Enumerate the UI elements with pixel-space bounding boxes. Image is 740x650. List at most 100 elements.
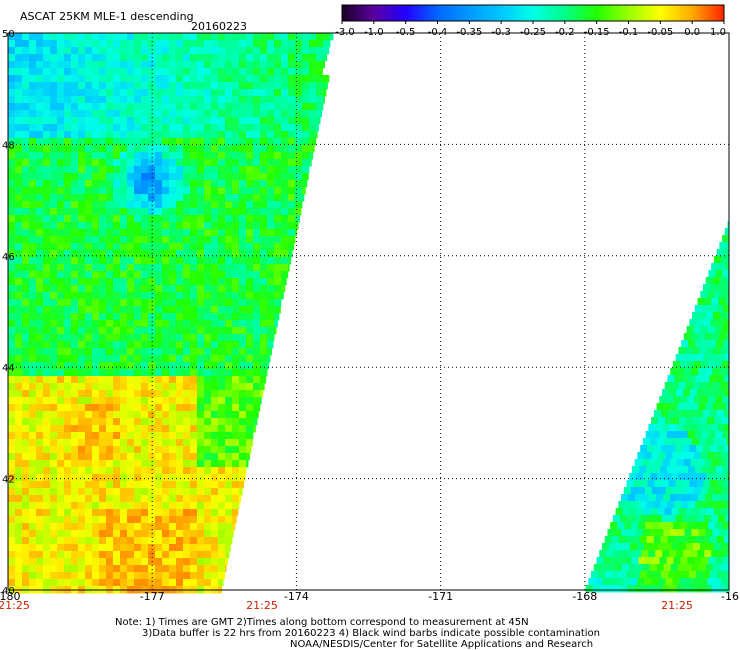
swath-pixel bbox=[106, 271, 114, 279]
swath-pixel bbox=[274, 131, 282, 139]
swath-pixel bbox=[155, 551, 163, 559]
swath-pixel bbox=[190, 257, 198, 265]
swath-pixel bbox=[697, 585, 705, 593]
swath-pixel bbox=[634, 459, 643, 467]
swath-pixel bbox=[43, 362, 51, 370]
swath-pixel bbox=[670, 403, 678, 411]
swath-pixel bbox=[204, 362, 212, 370]
swath-pixel bbox=[267, 292, 275, 300]
swath-pixel bbox=[22, 82, 30, 90]
swath-pixel bbox=[71, 278, 79, 286]
swath-pixel bbox=[190, 530, 198, 538]
swath-pixel bbox=[211, 117, 219, 125]
swath-pixel bbox=[700, 487, 709, 495]
swath-pixel bbox=[43, 292, 51, 300]
swath-pixel bbox=[239, 103, 247, 111]
swath-pixel bbox=[15, 509, 23, 517]
swath-pixel bbox=[22, 474, 30, 482]
swath-pixel bbox=[316, 68, 323, 76]
swath-pixel bbox=[141, 481, 149, 489]
swath-pixel bbox=[239, 495, 242, 503]
swath-pixel bbox=[99, 390, 107, 398]
swath-pixel bbox=[204, 558, 212, 566]
swath-pixel bbox=[183, 572, 191, 580]
swath-pixel bbox=[8, 285, 16, 293]
swath-pixel bbox=[176, 369, 184, 377]
swath-pixel bbox=[113, 502, 121, 510]
swath-pixel bbox=[204, 530, 212, 538]
swath-pixel bbox=[43, 439, 51, 447]
swath-pixel bbox=[690, 550, 698, 558]
swath-pixel bbox=[225, 369, 233, 377]
swath-pixel bbox=[726, 529, 730, 537]
swath-pixel bbox=[78, 376, 86, 384]
swath-pixel bbox=[78, 544, 86, 552]
swath-pixel bbox=[637, 487, 646, 495]
swath-pixel bbox=[711, 424, 719, 432]
swath-pixel bbox=[232, 278, 240, 286]
swath-pixel bbox=[232, 271, 240, 279]
swath-pixel bbox=[218, 320, 226, 328]
swath-pixel bbox=[699, 543, 708, 551]
swath-pixel bbox=[239, 257, 247, 265]
swath-pixel bbox=[169, 145, 177, 153]
swath-pixel bbox=[260, 397, 262, 405]
swath-pixel bbox=[64, 579, 72, 587]
swath-pixel bbox=[99, 558, 107, 566]
swath-pixel bbox=[50, 159, 58, 167]
swath-pixel bbox=[288, 124, 296, 132]
swath-pixel bbox=[43, 103, 51, 111]
swath-pixel bbox=[705, 277, 714, 285]
swath-pixel bbox=[43, 376, 51, 384]
swath-pixel bbox=[106, 383, 114, 391]
swath-pixel bbox=[638, 522, 646, 530]
swath-pixel bbox=[711, 263, 719, 271]
swath-pixel bbox=[655, 585, 663, 593]
swath-pixel bbox=[141, 327, 149, 335]
swath-pixel bbox=[183, 348, 191, 356]
swath-pixel bbox=[71, 131, 79, 139]
swath-pixel bbox=[78, 103, 86, 111]
swath-pixel bbox=[683, 389, 691, 397]
swath-pixel bbox=[656, 529, 664, 537]
swath-pixel bbox=[78, 285, 86, 293]
swath-pixel bbox=[155, 292, 163, 300]
swath-pixel bbox=[267, 194, 275, 202]
swath-pixel bbox=[260, 124, 268, 132]
swath-pixel bbox=[183, 523, 191, 531]
swath-pixel bbox=[176, 362, 184, 370]
swath-pixel bbox=[134, 418, 142, 426]
swath-pixel bbox=[106, 166, 114, 174]
swath-pixel bbox=[134, 579, 142, 587]
swath-pixel bbox=[148, 551, 156, 559]
swath-pixel bbox=[267, 166, 275, 174]
swath-pixel bbox=[120, 166, 128, 174]
swath-pixel bbox=[260, 89, 268, 97]
swath-pixel bbox=[197, 558, 205, 566]
swath-pixel bbox=[656, 403, 664, 411]
swath-pixel bbox=[78, 453, 86, 461]
swath-pixel bbox=[211, 355, 219, 363]
swath-pixel bbox=[316, 40, 324, 48]
swath-pixel bbox=[99, 215, 107, 223]
swath-pixel bbox=[50, 110, 58, 118]
swath-pixel bbox=[57, 103, 65, 111]
swath-pixel bbox=[50, 502, 58, 510]
swath-pixel bbox=[141, 362, 149, 370]
swath-pixel bbox=[71, 460, 79, 468]
swath-pixel bbox=[127, 180, 135, 188]
swath-pixel bbox=[232, 355, 240, 363]
swath-pixel bbox=[43, 481, 51, 489]
swath-pixel bbox=[653, 410, 662, 418]
swath-pixel bbox=[726, 438, 730, 446]
swath-pixel bbox=[155, 229, 163, 237]
swath-pixel bbox=[726, 277, 730, 285]
swath-pixel bbox=[218, 75, 226, 83]
swath-pixel bbox=[22, 131, 30, 139]
swath-pixel bbox=[225, 243, 233, 251]
swath-pixel bbox=[8, 404, 16, 412]
swath-pixel bbox=[50, 103, 58, 111]
swath-pixel bbox=[29, 96, 37, 104]
x-tick-label: -171 bbox=[428, 590, 453, 603]
swath-pixel bbox=[246, 82, 254, 90]
